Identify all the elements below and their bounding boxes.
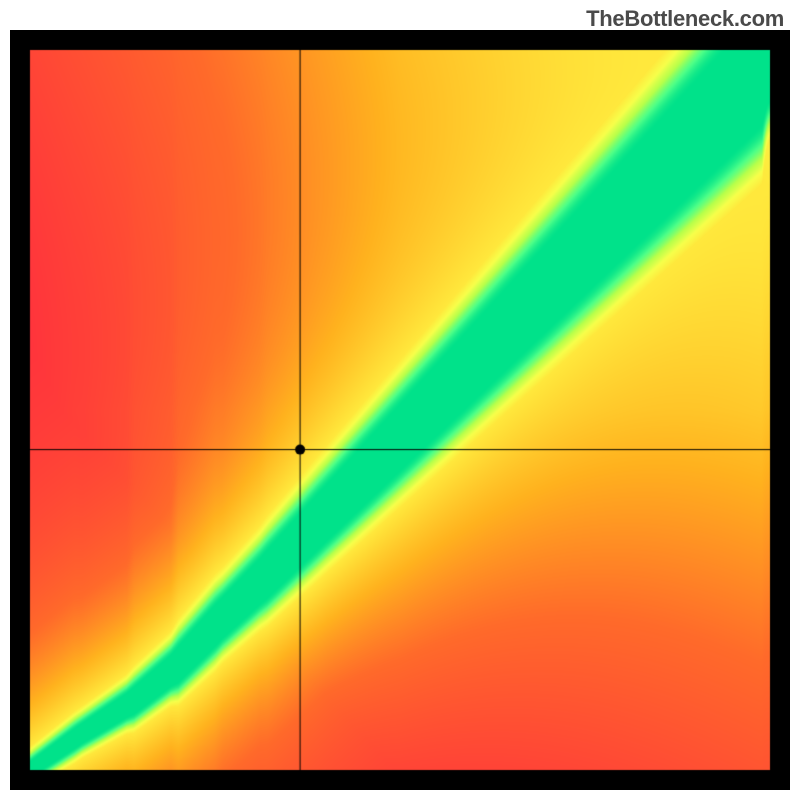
heatmap-chart bbox=[10, 30, 790, 790]
watermark-text: TheBottleneck.com bbox=[586, 6, 784, 32]
